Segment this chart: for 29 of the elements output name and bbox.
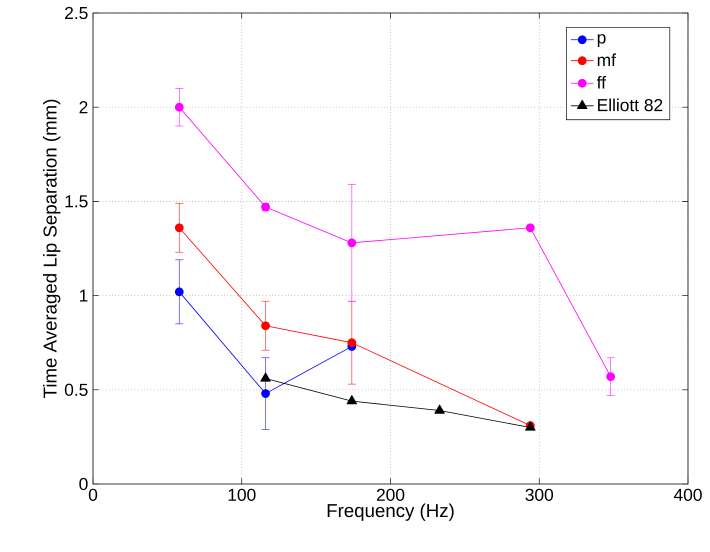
x-tick-label: 100	[228, 488, 256, 501]
y-axis-title: Time Averaged Lip Separation (mm)	[42, 100, 60, 398]
y-tick-label: 2.5	[65, 6, 88, 20]
legend-label: ff	[596, 76, 606, 89]
x-tick-label: 200	[376, 488, 404, 501]
point	[174, 287, 184, 296]
point	[526, 223, 535, 232]
point	[261, 321, 270, 330]
x-axis-title: Frequency (Hz)	[328, 503, 454, 521]
x-tick-label: 300	[525, 488, 554, 501]
point	[346, 395, 358, 404]
legend-label: p	[598, 34, 606, 48]
point	[174, 102, 184, 112]
x-tick-label: 0	[88, 488, 98, 501]
point	[174, 223, 184, 232]
y-tick-label: 0.5	[64, 384, 88, 396]
y-tick-label: 1	[80, 290, 88, 302]
legend-label: mf	[598, 53, 616, 66]
point	[347, 238, 356, 248]
y-tick-label: 2	[80, 101, 88, 114]
point	[261, 389, 270, 398]
x-tick-label: 400	[674, 488, 702, 501]
point	[347, 338, 356, 348]
y-tick-label: 1.5	[66, 195, 88, 208]
point	[606, 372, 616, 381]
legend-label: Elliott 82	[598, 98, 662, 112]
point	[434, 404, 445, 414]
y-tick-label: 0	[79, 478, 88, 490]
point	[260, 372, 271, 382]
